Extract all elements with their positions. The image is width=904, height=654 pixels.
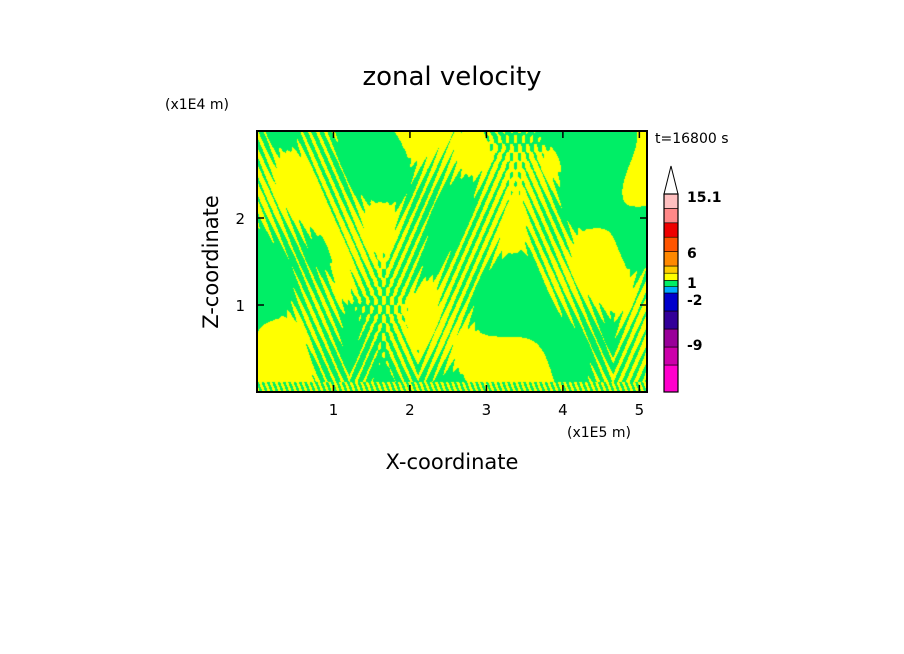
colorbar-band (663, 265, 679, 274)
colorbar-band (663, 193, 679, 209)
x-tick-label: 4 (558, 401, 568, 419)
colorbar-band (663, 292, 679, 312)
colorbar-label: -2 (687, 293, 703, 309)
velocity-field (257, 131, 647, 392)
x-tick-label: 5 (635, 401, 645, 419)
colorbar-extend-arrow (663, 165, 679, 195)
field-image (257, 131, 647, 392)
y-axis-ticks: 12 (235, 210, 647, 315)
x-tick-label: 3 (482, 401, 492, 419)
colorbar-frame (663, 193, 679, 393)
colorbar: 15.1 6 1-2 -9 (663, 165, 722, 393)
y-axis-title: Z-coordinate (199, 195, 223, 329)
colorbar-band (663, 280, 679, 287)
x-axis-title: X-coordinate (386, 450, 519, 474)
colorbar-band (663, 310, 679, 330)
x-unit-label: (x1E5 m) (567, 425, 631, 441)
chart-title: zonal velocity (362, 62, 541, 92)
colorbar-band (663, 346, 679, 366)
colorbar-label: 15.1 (687, 190, 722, 206)
colorbar-band (663, 272, 679, 281)
colorbar-band (663, 236, 679, 252)
y-tick-label: 2 (235, 210, 245, 228)
colorbar-band (663, 286, 679, 294)
x-tick-label: 2 (405, 401, 415, 419)
y-unit-label: (x1E4 m) (165, 97, 229, 113)
time-label: t=16800 s (655, 131, 729, 147)
colorbar-band (663, 208, 679, 224)
colorbar-label: 1 (687, 276, 697, 292)
colorbar-label: 6 (687, 246, 697, 262)
colorbar-band (663, 328, 679, 348)
y-tick-label: 1 (235, 297, 245, 315)
plot-frame (256, 130, 648, 393)
colorbar-band (663, 251, 679, 267)
x-axis-ticks: 1 2 3 4 5 (329, 131, 644, 419)
colorbar-label: -9 (687, 338, 703, 354)
x-tick-label: 1 (329, 401, 339, 419)
colorbar-band (663, 222, 679, 238)
colorbar-band (663, 364, 679, 393)
